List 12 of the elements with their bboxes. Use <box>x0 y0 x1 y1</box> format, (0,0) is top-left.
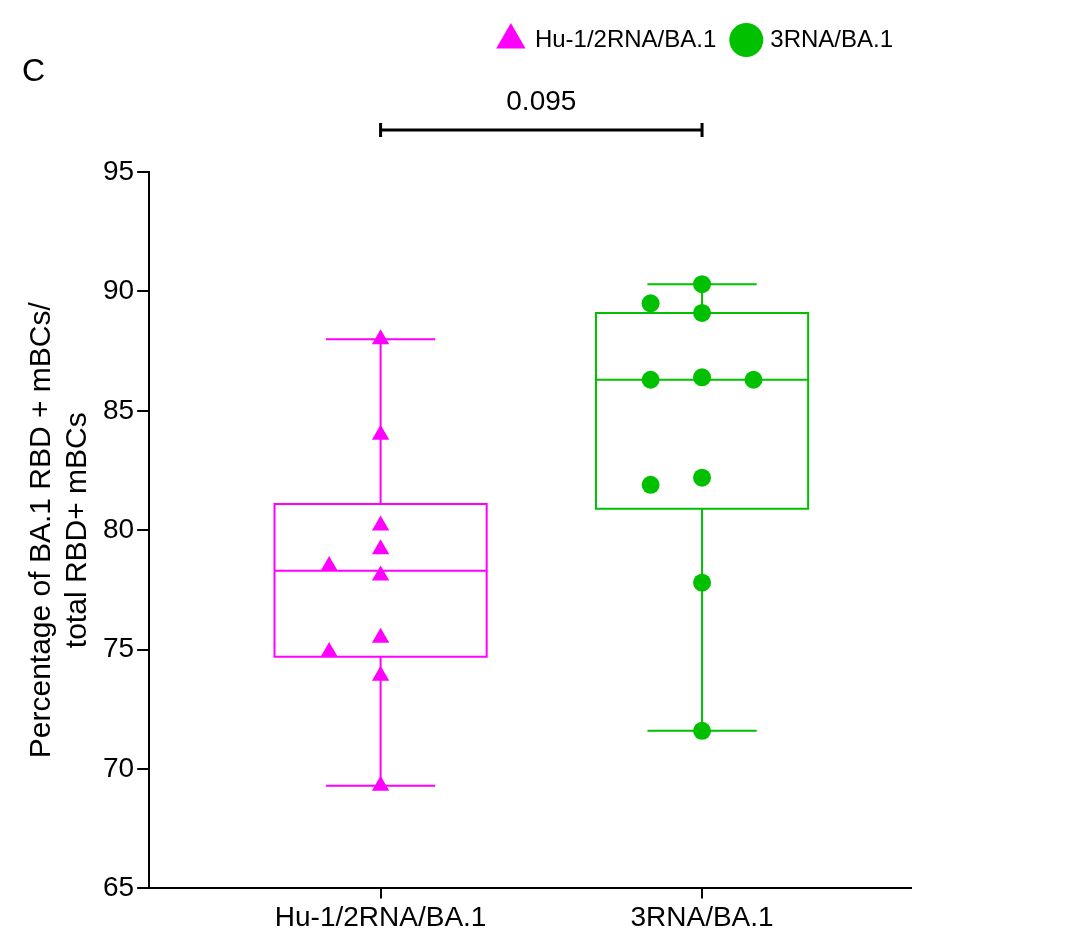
text: 0.095 <box>506 84 577 116</box>
legend-label: Hu-1/2RNA/BA.1 <box>534 24 717 52</box>
legend-label: 3RNA/BA.1 <box>770 24 893 52</box>
text: C <box>22 51 46 88</box>
y-tick-label: 90 <box>102 274 135 306</box>
y-axis-title: Percentage of BA.1 RBD + mBCs/ total RBD+ mBCs <box>23 301 93 759</box>
y-tick-label: 70 <box>102 751 135 783</box>
y-tick-label: 85 <box>102 393 135 425</box>
y-tick-label: 95 <box>102 154 135 186</box>
y-tick-label: 80 <box>102 512 135 544</box>
y-tick-label: 75 <box>102 632 135 664</box>
y-tick-label: 65 <box>102 871 135 903</box>
